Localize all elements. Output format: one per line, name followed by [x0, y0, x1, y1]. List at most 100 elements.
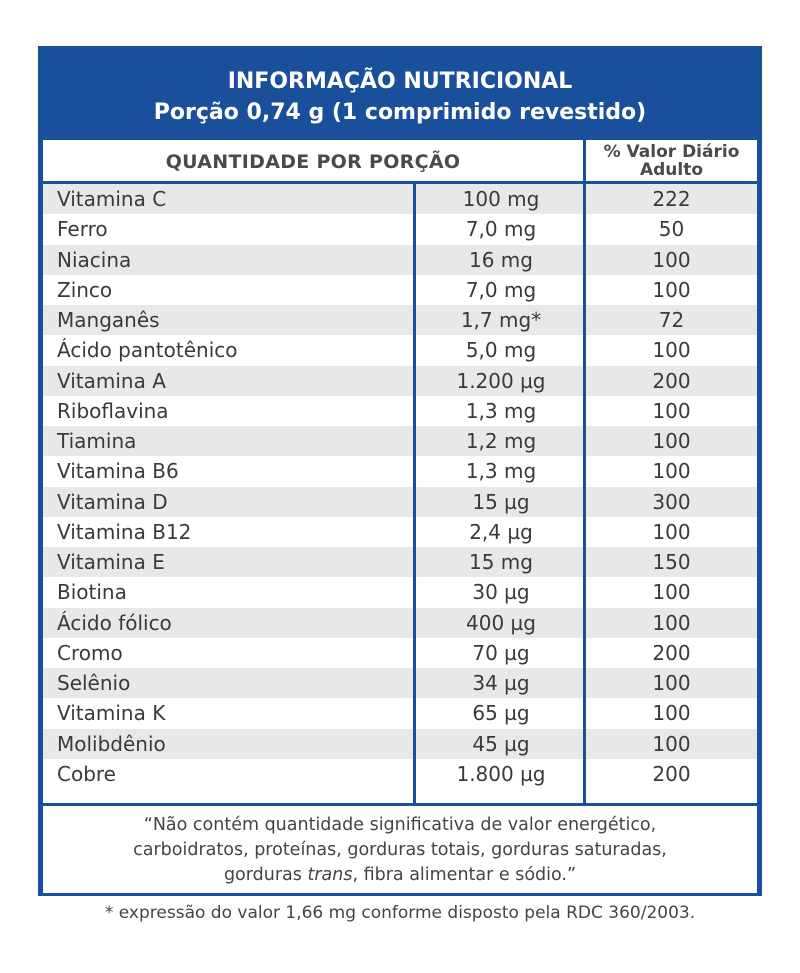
- nutrient-quantity: 45 µg: [472, 731, 530, 756]
- table-row: Vitamina B6 1,3 mg 100: [43, 456, 757, 487]
- nutrient-name: Riboflavina: [57, 398, 169, 423]
- daily-value-column-header: % Valor Diário Adulto: [586, 143, 757, 179]
- nutrient-daily-value: 100: [652, 277, 691, 302]
- table-row: Ácido pantotênico 5,0 mg 100: [43, 335, 757, 366]
- table-row: Vitamina K 65 µg 100: [43, 698, 757, 729]
- nutrient-quantity: 1,3 mg: [465, 459, 537, 484]
- nutrient-daily-value: 72: [658, 308, 685, 332]
- table-row: Vitamina B12 2,4 µg 100: [43, 516, 757, 547]
- table-row: Tiamina 1,2 mg 100: [43, 426, 757, 457]
- nutrient-quantity: 65 µg: [472, 701, 530, 726]
- table-row: Niacina 16 mg 100: [43, 244, 757, 275]
- nutrient-quantity: 15 µg: [472, 489, 530, 514]
- nutrient-quantity: 1,7 mg*: [460, 308, 542, 332]
- note-line-2: carboidratos, proteínas, gorduras totais…: [133, 840, 667, 860]
- table-header: INFORMAÇÃO NUTRICIONAL Porção 0,74 g (1 …: [38, 46, 762, 140]
- nutrient-quantity: 1.800 µg: [456, 761, 546, 786]
- nutrient-quantity: 100 mg: [462, 187, 540, 211]
- nutrient-quantity: 400 µg: [466, 610, 536, 635]
- nutrient-name: Ácido fólico: [57, 610, 172, 635]
- nutrient-daily-value: 100: [652, 247, 691, 272]
- nutrient-daily-value: 222: [652, 187, 691, 211]
- nutrient-daily-value: 100: [652, 519, 691, 544]
- table-row: Cobre 1.800 µg 200: [43, 758, 757, 789]
- nutrient-daily-value: 150: [652, 550, 691, 574]
- nutrient-name: Tiamina: [57, 429, 137, 453]
- nutrient-quantity: 70 µg: [472, 640, 530, 665]
- column-divider-1: [413, 184, 416, 803]
- note-line-3: gorduras trans, fibra alimentar e sódio.…: [43, 863, 757, 888]
- disclaimer-note: “Não contém quantidade significativa de …: [43, 803, 757, 893]
- nutrient-daily-value: 300: [652, 489, 691, 514]
- nutrient-quantity: 1.200 µg: [456, 368, 546, 393]
- nutrition-facts-panel: INFORMAÇÃO NUTRICIONAL Porção 0,74 g (1 …: [38, 46, 762, 896]
- nutrient-name: Molibdênio: [57, 731, 166, 756]
- nutrient-name: Vitamina A: [57, 368, 166, 393]
- nutrient-name: Ácido pantotênico: [57, 338, 238, 363]
- nutrient-name: Niacina: [57, 247, 132, 272]
- nutrient-name: Cromo: [57, 640, 123, 665]
- nutrient-daily-value: 50: [658, 217, 685, 242]
- serving-size: Porção 0,74 g (1 comprimido revestido): [153, 100, 647, 125]
- column-headers: QUANTIDADE POR PORÇÃO % Valor Diário Adu…: [43, 140, 757, 184]
- nutrient-quantity: 2,4 µg: [469, 519, 533, 544]
- table-title: INFORMAÇÃO NUTRICIONAL: [227, 69, 573, 94]
- table-row: Manganês 1,7 mg* 72: [43, 305, 757, 336]
- nutrient-name: Vitamina E: [57, 550, 165, 574]
- footnote: * expressão do valor 1,66 mg conforme di…: [104, 903, 696, 923]
- nutrient-daily-value: 100: [652, 398, 691, 423]
- table-row: Ácido fólico 400 µg 100: [43, 607, 757, 638]
- nutrient-daily-value: 100: [652, 580, 691, 605]
- nutrient-name: Ferro: [57, 217, 108, 242]
- table-row: Vitamina C 100 mg 222: [43, 184, 757, 215]
- daily-value-header-line1: % Valor Diário: [603, 142, 740, 162]
- note-line-1: “Não contém quantidade significativa de …: [143, 815, 657, 835]
- table-row: Vitamina E 15 mg 150: [43, 547, 757, 578]
- table-row: Riboflavina 1,3 mg 100: [43, 395, 757, 426]
- nutrient-quantity: 5,0 mg: [465, 338, 537, 363]
- table-row: Vitamina D 15 µg 300: [43, 486, 757, 517]
- table-row: Biotina 30 µg 100: [43, 577, 757, 608]
- nutrient-rows: Vitamina C 100 mg 222 Ferro 7,0 mg 50 Niacina 1…: [43, 184, 757, 789]
- nutrient-daily-value: 100: [652, 610, 691, 635]
- table-row: Vitamina A 1.200 µg 200: [43, 365, 757, 396]
- nutrient-quantity: 15 mg: [469, 550, 533, 574]
- nutrient-name: Selênio: [57, 671, 131, 695]
- nutrient-name: Vitamina D: [57, 489, 168, 514]
- nutrient-daily-value: 100: [652, 671, 691, 695]
- nutrient-quantity: 16 mg: [469, 247, 533, 272]
- nutrient-name: Vitamina B12: [57, 519, 192, 544]
- nutrient-name: Vitamina B6: [57, 459, 179, 484]
- nutrient-name: Manganês: [57, 308, 160, 332]
- nutrient-daily-value: 100: [652, 429, 691, 453]
- table-row: Selênio 34 µg 100: [43, 668, 757, 699]
- table-row: Cromo 70 µg 200: [43, 637, 757, 668]
- note-line-3-post: , fibra alimentar e sódio.”: [352, 865, 577, 885]
- note-line-3-pre: gorduras: [223, 865, 308, 885]
- nutrient-daily-value: 200: [652, 368, 691, 393]
- nutrient-name: Biotina: [57, 580, 127, 605]
- note-line-3-italic: trans: [307, 865, 353, 885]
- nutrient-name: Zinco: [57, 277, 113, 302]
- nutrient-name: Vitamina K: [57, 701, 166, 726]
- table-body: QUANTIDADE POR PORÇÃO % Valor Diário Adu…: [43, 140, 757, 893]
- nutrient-quantity: 7,0 mg: [465, 217, 537, 242]
- table-row: Zinco 7,0 mg 100: [43, 274, 757, 305]
- nutrient-daily-value: 200: [652, 640, 691, 665]
- nutrient-quantity: 7,0 mg: [465, 277, 537, 302]
- column-divider-2: [583, 140, 586, 803]
- table-row: Molibdênio 45 µg 100: [43, 728, 757, 759]
- nutrient-daily-value: 100: [652, 338, 691, 363]
- nutrient-daily-value: 200: [652, 761, 691, 786]
- nutrient-name: Cobre: [57, 761, 116, 786]
- nutrient-quantity: 1,3 mg: [465, 398, 537, 423]
- quantity-column-header: QUANTIDADE POR PORÇÃO: [165, 151, 461, 173]
- nutrient-quantity: 1,2 mg: [465, 429, 537, 453]
- nutrient-quantity: 34 µg: [472, 671, 530, 695]
- nutrient-name: Vitamina C: [57, 187, 167, 211]
- table-row: Ferro 7,0 mg 50: [43, 214, 757, 245]
- nutrient-daily-value: 100: [652, 731, 691, 756]
- nutrient-daily-value: 100: [652, 701, 691, 726]
- daily-value-header-line2: Adulto: [639, 160, 704, 180]
- nutrient-daily-value: 100: [652, 459, 691, 484]
